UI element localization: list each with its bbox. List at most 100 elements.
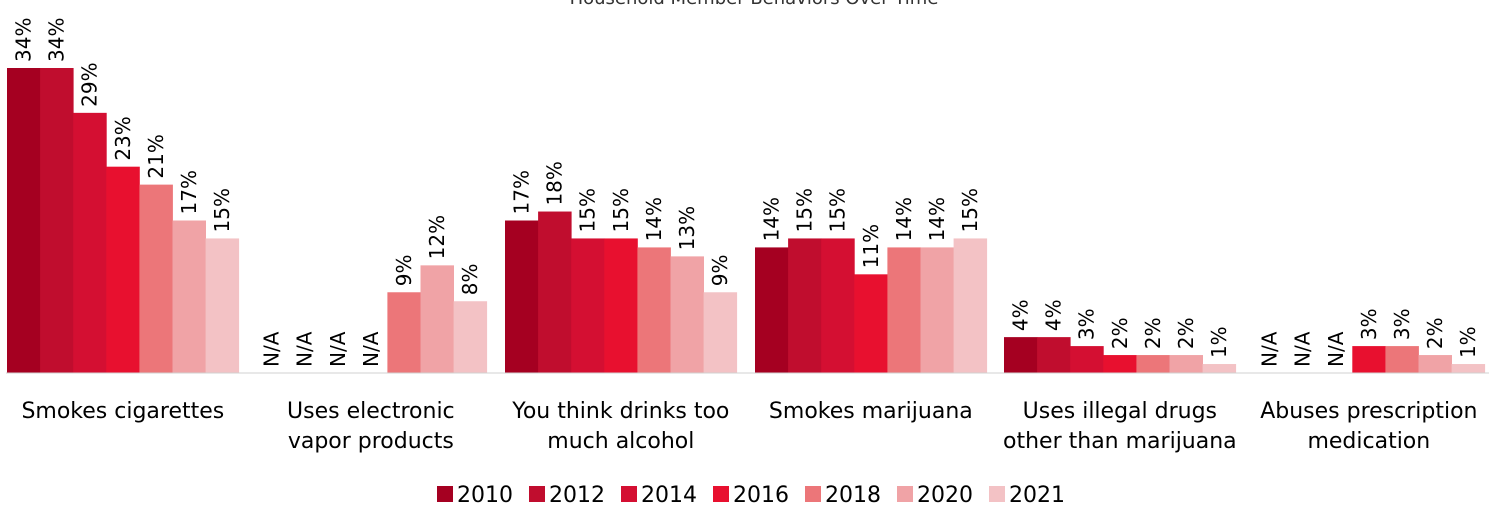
data-label-2021-cat-1: 8% — [458, 264, 482, 296]
bar-2012-cat-0 — [40, 68, 74, 373]
legend-label-2010: 2010 — [457, 483, 513, 508]
bar-2012-cat-2 — [538, 211, 572, 373]
data-label-2010-cat-3: 14% — [760, 197, 784, 241]
bar-2018-cat-4 — [1136, 355, 1170, 373]
data-label-2010-cat-5: N/A — [1258, 331, 1282, 367]
bar-2010-cat-3 — [755, 247, 789, 373]
bar-2020-cat-5 — [1418, 355, 1452, 373]
legend-swatch-2016 — [713, 486, 729, 502]
category-label-line: other than marijuana — [1003, 429, 1237, 454]
category-label-line: Uses illegal drugs — [1023, 399, 1217, 424]
category-label-4: Uses illegal drugs other than marijuana — [1003, 399, 1237, 454]
bar-2018-cat-5 — [1385, 346, 1419, 373]
legend-label-2020: 2020 — [917, 483, 973, 508]
category-label-1: Uses electronic vapor products — [287, 399, 455, 454]
bar-2021-cat-5 — [1451, 364, 1486, 373]
data-label-2010-cat-1: N/A — [260, 331, 284, 367]
data-label-2021-cat-3: 15% — [958, 188, 982, 232]
data-label-2018-cat-3: 14% — [892, 197, 916, 241]
category-label-line: Uses electronic — [287, 399, 455, 424]
chart-title: Household Member Behaviors Over Time — [570, 0, 939, 9]
data-label-2016-cat-4: 2% — [1108, 317, 1132, 349]
data-label-2021-cat-0: 15% — [210, 188, 234, 232]
data-label-2014-cat-2: 15% — [576, 188, 600, 232]
bar-2018-cat-3 — [887, 247, 921, 373]
data-label-2020-cat-2: 13% — [675, 206, 699, 250]
data-label-2014-cat-0: 29% — [78, 62, 102, 106]
bar-2016-cat-2 — [604, 238, 638, 373]
bar-2014-cat-4 — [1070, 346, 1104, 373]
legend-label-2016: 2016 — [733, 483, 789, 508]
bar-2020-cat-0 — [172, 220, 206, 373]
bar-2018-cat-2 — [637, 247, 671, 373]
data-label-2018-cat-0: 21% — [144, 134, 168, 178]
category-label-2: You think drinks too much alcohol — [511, 399, 729, 454]
bar-2020-cat-1 — [420, 265, 454, 373]
data-label-2014-cat-5: N/A — [1324, 331, 1348, 367]
data-labels-layer: 34% 34% 29% 23% 21% 17% 15% N/A N/A N/A N/A 9% 12% 8%… — [12, 18, 1481, 367]
data-label-2012-cat-1: N/A — [293, 331, 317, 367]
legend-swatch-2018 — [805, 486, 821, 502]
category-label-line: You think drinks too — [511, 399, 729, 424]
bar-2020-cat-2 — [670, 256, 704, 373]
bar-2021-cat-0 — [205, 238, 240, 373]
bar-2020-cat-4 — [1169, 355, 1203, 373]
legend-label-2021: 2021 — [1009, 483, 1065, 508]
bar-2018-cat-1 — [387, 292, 421, 373]
bar-2012-cat-3 — [788, 238, 822, 373]
data-label-2014-cat-1: N/A — [326, 331, 350, 367]
category-label-line: much alcohol — [547, 429, 694, 454]
bar-2014-cat-3 — [821, 238, 855, 373]
bar-2016-cat-4 — [1103, 355, 1137, 373]
bars-layer — [7, 68, 1486, 373]
bar-2014-cat-2 — [571, 238, 605, 373]
data-label-2016-cat-0: 23% — [111, 116, 135, 160]
data-label-2018-cat-5: 3% — [1390, 308, 1414, 340]
category-label-line: medication — [1307, 429, 1430, 454]
data-label-2018-cat-4: 2% — [1141, 317, 1165, 349]
data-label-2012-cat-5: N/A — [1291, 331, 1315, 367]
category-label-line: vapor products — [288, 429, 454, 454]
data-label-2010-cat-2: 17% — [510, 170, 534, 214]
data-label-2020-cat-4: 2% — [1174, 317, 1198, 349]
data-label-2012-cat-3: 15% — [793, 188, 817, 232]
data-label-2016-cat-5: 3% — [1357, 308, 1381, 340]
data-label-2010-cat-0: 34% — [12, 18, 36, 62]
data-label-2021-cat-5: 1% — [1456, 326, 1480, 358]
category-label-line: Smokes cigarettes — [21, 399, 224, 424]
data-label-2020-cat-3: 14% — [925, 197, 949, 241]
data-label-2020-cat-1: 12% — [425, 215, 449, 259]
data-label-2021-cat-2: 9% — [708, 255, 732, 287]
legend-swatch-2014 — [621, 486, 637, 502]
data-label-2012-cat-4: 4% — [1042, 299, 1066, 331]
bar-2018-cat-0 — [139, 184, 173, 373]
legend-label-2014: 2014 — [641, 483, 697, 508]
data-label-2021-cat-4: 1% — [1207, 326, 1231, 358]
legend-swatch-2012 — [529, 486, 545, 502]
data-label-2012-cat-2: 18% — [543, 161, 567, 205]
data-label-2014-cat-4: 3% — [1075, 308, 1099, 340]
bar-2010-cat-0 — [7, 68, 41, 373]
category-label-line: Abuses prescription — [1260, 399, 1477, 424]
bar-2021-cat-4 — [1202, 364, 1237, 373]
bar-2016-cat-5 — [1352, 346, 1386, 373]
bar-2021-cat-1 — [453, 301, 488, 373]
data-label-2020-cat-0: 17% — [177, 170, 201, 214]
category-label-5: Abuses prescription medication — [1260, 399, 1477, 454]
data-label-2018-cat-1: 9% — [392, 255, 416, 287]
data-label-2016-cat-3: 11% — [859, 224, 883, 268]
bar-2014-cat-0 — [73, 112, 107, 373]
bar-2010-cat-4 — [1004, 337, 1038, 373]
bar-2016-cat-3 — [854, 274, 888, 373]
legend-swatch-2020 — [897, 486, 913, 502]
data-label-2010-cat-4: 4% — [1009, 299, 1033, 331]
data-label-2016-cat-2: 15% — [609, 188, 633, 232]
bar-2021-cat-2 — [703, 292, 738, 373]
data-label-2018-cat-2: 14% — [642, 197, 666, 241]
bar-2010-cat-2 — [505, 220, 539, 373]
legend-label-2018: 2018 — [825, 483, 881, 508]
data-label-2014-cat-3: 15% — [826, 188, 850, 232]
category-label-0: Smokes cigarettes — [21, 399, 224, 424]
bar-2012-cat-4 — [1037, 337, 1071, 373]
